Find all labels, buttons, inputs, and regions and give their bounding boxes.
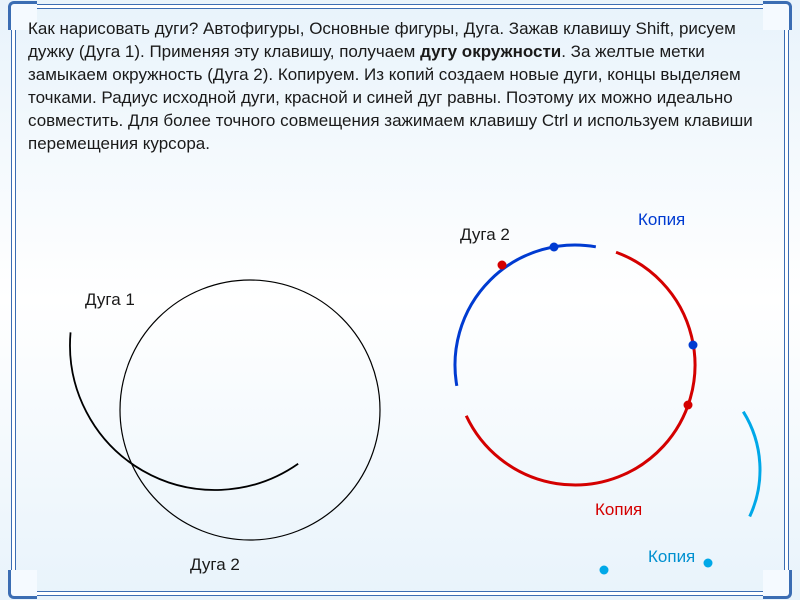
label-copy-red: Копия bbox=[595, 500, 642, 520]
label-arc2-right: Дуга 2 bbox=[460, 225, 510, 245]
arc-endpoint-dot bbox=[704, 559, 713, 568]
cyan-arc bbox=[743, 412, 760, 517]
arc-endpoint-dot bbox=[684, 401, 693, 410]
blue-arc bbox=[455, 245, 596, 386]
arc-endpoint-dot bbox=[689, 341, 698, 350]
label-copy-cyan: Копия bbox=[648, 547, 695, 567]
arc-endpoint-dot bbox=[600, 566, 609, 575]
arc1-black bbox=[70, 332, 298, 490]
label-copy-blue: Копия bbox=[638, 210, 685, 230]
label-arc2-left: Дуга 2 bbox=[190, 555, 240, 575]
red-arc bbox=[466, 252, 695, 485]
arc-endpoint-dot bbox=[498, 261, 507, 270]
label-arc1: Дуга 1 bbox=[85, 290, 135, 310]
arc2-black-circle bbox=[120, 280, 380, 540]
arc-endpoint-dot bbox=[550, 243, 559, 252]
